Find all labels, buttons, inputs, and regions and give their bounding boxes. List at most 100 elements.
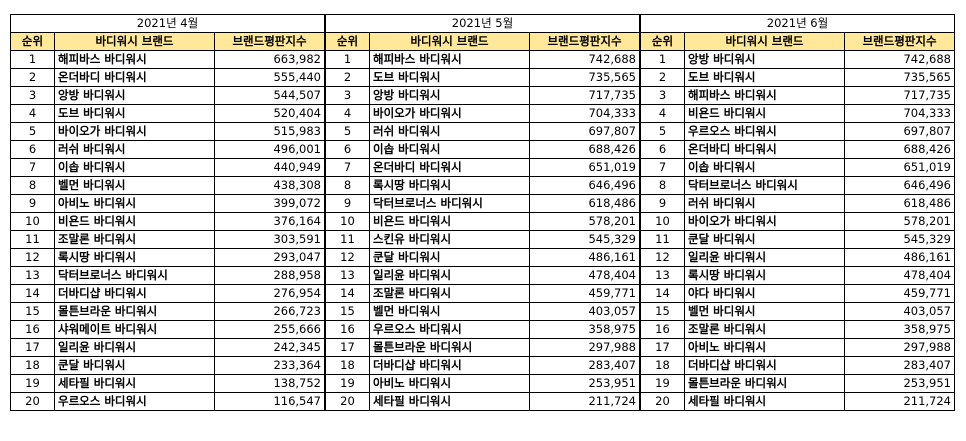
index-cell: 276,954 xyxy=(214,284,325,303)
rank-cell: 6 xyxy=(10,140,55,159)
table-row: 7 이솝 바디워시 440,949 xyxy=(10,158,325,177)
brand-cell: 앙방 바디워시 xyxy=(369,86,530,105)
rank-cell: 19 xyxy=(640,374,685,393)
index-cell: 459,771 xyxy=(529,284,640,303)
brand-cell: 바이오가 바디워시 xyxy=(54,122,215,141)
table-row: 15 벨먼 바디워시 403,057 xyxy=(640,302,955,321)
brand-cell: 조말론 바디워시 xyxy=(369,284,530,303)
table-row: 16 샤워메이트 바디워시 255,666 xyxy=(10,320,325,339)
panel-may: 2021년 5월 순위 바디워시 브랜드 브랜드평판지수 1 해피바스 바디워시 7… xyxy=(325,14,640,411)
brand-cell: 벨먼 바디워시 xyxy=(54,176,215,195)
index-cell: 545,329 xyxy=(529,230,640,249)
brand-cell: 스킨유 바디워시 xyxy=(369,230,530,249)
table-body: 2021년 4월 순위 바디워시 브랜드 브랜드평판지수 1 해피바스 바디워시 6… xyxy=(10,14,325,411)
brand-cell: 세타필 바디워시 xyxy=(369,392,530,411)
index-cell: 486,161 xyxy=(844,248,955,267)
rank-cell: 1 xyxy=(640,50,685,69)
rank-cell: 9 xyxy=(325,194,370,213)
brand-cell: 조말론 바디워시 xyxy=(54,230,215,249)
index-cell: 255,666 xyxy=(214,320,325,339)
table-row: 2 온더바디 바디워시 555,440 xyxy=(10,68,325,87)
ranking-table: 2021년 6월 순위 바디워시 브랜드 브랜드평판지수 1 앙방 바디워시 742… xyxy=(640,14,955,411)
table-row: 5 바이오가 바디워시 515,983 xyxy=(10,122,325,141)
rank-cell: 2 xyxy=(10,68,55,87)
table-row: 1 해피바스 바디워시 742,688 xyxy=(325,50,640,69)
brand-cell: 벨먼 바디워시 xyxy=(369,302,530,321)
index-cell: 688,426 xyxy=(844,140,955,159)
index-cell: 618,486 xyxy=(844,194,955,213)
index-cell: 697,807 xyxy=(844,122,955,141)
index-cell: 515,983 xyxy=(214,122,325,141)
index-cell: 578,201 xyxy=(529,212,640,231)
table-row: 13 록시땅 바디워시 478,404 xyxy=(640,266,955,285)
header-index: 브랜드평판지수 xyxy=(844,32,955,51)
header-index: 브랜드평판지수 xyxy=(214,32,325,51)
brand-cell: 도브 바디워시 xyxy=(684,68,845,87)
brand-cell: 더바디샵 바디워시 xyxy=(54,284,215,303)
brand-cell: 쿤달 바디워시 xyxy=(684,230,845,249)
rank-cell: 4 xyxy=(10,104,55,123)
brand-cell: 더바디샵 바디워시 xyxy=(684,356,845,375)
brand-cell: 몰튼브라운 바디워시 xyxy=(369,338,530,357)
table-row: 9 아비노 바디워시 399,072 xyxy=(10,194,325,213)
rank-cell: 18 xyxy=(10,356,55,375)
rank-cell: 8 xyxy=(325,176,370,195)
brand-cell: 이솝 바디워시 xyxy=(369,140,530,159)
index-cell: 242,345 xyxy=(214,338,325,357)
table-row: 8 벨먼 바디워시 438,308 xyxy=(10,176,325,195)
rank-cell: 10 xyxy=(10,212,55,231)
index-cell: 486,161 xyxy=(529,248,640,267)
table-row: 14 조말론 바디워시 459,771 xyxy=(325,284,640,303)
panel-june: 2021년 6월 순위 바디워시 브랜드 브랜드평판지수 1 앙방 바디워시 742… xyxy=(640,14,955,411)
rank-cell: 17 xyxy=(10,338,55,357)
table-row: 4 비욘드 바디워시 704,333 xyxy=(640,104,955,123)
brand-cell: 샤워메이트 바디워시 xyxy=(54,320,215,339)
index-cell: 297,988 xyxy=(529,338,640,357)
brand-cell: 러쉬 바디워시 xyxy=(54,140,215,159)
brand-cell: 닥터브로너스 바디워시 xyxy=(684,176,845,195)
table-row: 4 도브 바디워시 520,404 xyxy=(10,104,325,123)
rank-cell: 12 xyxy=(325,248,370,267)
table-row: 4 바이오가 바디워시 704,333 xyxy=(325,104,640,123)
table-row: 9 러쉬 바디워시 618,486 xyxy=(640,194,955,213)
brand-cell: 온더바디 바디워시 xyxy=(684,140,845,159)
brand-cell: 록시땅 바디워시 xyxy=(54,248,215,267)
brand-cell: 해피바스 바디워시 xyxy=(369,50,530,69)
brand-cell: 세타필 바디워시 xyxy=(684,392,845,411)
rank-cell: 3 xyxy=(640,86,685,105)
index-cell: 735,565 xyxy=(529,68,640,87)
table-row: 11 조말론 바디워시 303,591 xyxy=(10,230,325,249)
table-row: 18 더바디샵 바디워시 283,407 xyxy=(325,356,640,375)
header-rank: 순위 xyxy=(640,32,685,51)
brand-cell: 조말론 바디워시 xyxy=(684,320,845,339)
rank-cell: 12 xyxy=(640,248,685,267)
rank-cell: 6 xyxy=(325,140,370,159)
rank-cell: 2 xyxy=(325,68,370,87)
brand-cell: 야다 바디워시 xyxy=(684,284,845,303)
index-cell: 651,019 xyxy=(844,158,955,177)
ranking-table: 2021년 4월 순위 바디워시 브랜드 브랜드평판지수 1 해피바스 바디워시 6… xyxy=(10,14,325,411)
brand-cell: 일리윤 바디워시 xyxy=(684,248,845,267)
index-cell: 116,547 xyxy=(214,392,325,411)
brand-cell: 닥터브로너스 바디워시 xyxy=(54,266,215,285)
brand-cell: 러쉬 바디워시 xyxy=(684,194,845,213)
rank-cell: 17 xyxy=(640,338,685,357)
brand-cell: 도브 바디워시 xyxy=(54,104,215,123)
index-cell: 646,496 xyxy=(529,176,640,195)
rank-cell: 5 xyxy=(640,122,685,141)
index-cell: 233,364 xyxy=(214,356,325,375)
index-cell: 211,724 xyxy=(844,392,955,411)
rank-cell: 11 xyxy=(10,230,55,249)
brand-cell: 온더바디 바디워시 xyxy=(369,158,530,177)
rank-cell: 12 xyxy=(10,248,55,267)
brand-cell: 바이오가 바디워시 xyxy=(684,212,845,231)
table-row: 5 러쉬 바디워시 697,807 xyxy=(325,122,640,141)
index-cell: 646,496 xyxy=(844,176,955,195)
table-row: 5 우르오스 바디워시 697,807 xyxy=(640,122,955,141)
rank-cell: 3 xyxy=(10,86,55,105)
table-row: 10 바이오가 바디워시 578,201 xyxy=(640,212,955,231)
index-cell: 688,426 xyxy=(529,140,640,159)
index-cell: 403,057 xyxy=(529,302,640,321)
rank-cell: 4 xyxy=(325,104,370,123)
rank-cell: 3 xyxy=(325,86,370,105)
